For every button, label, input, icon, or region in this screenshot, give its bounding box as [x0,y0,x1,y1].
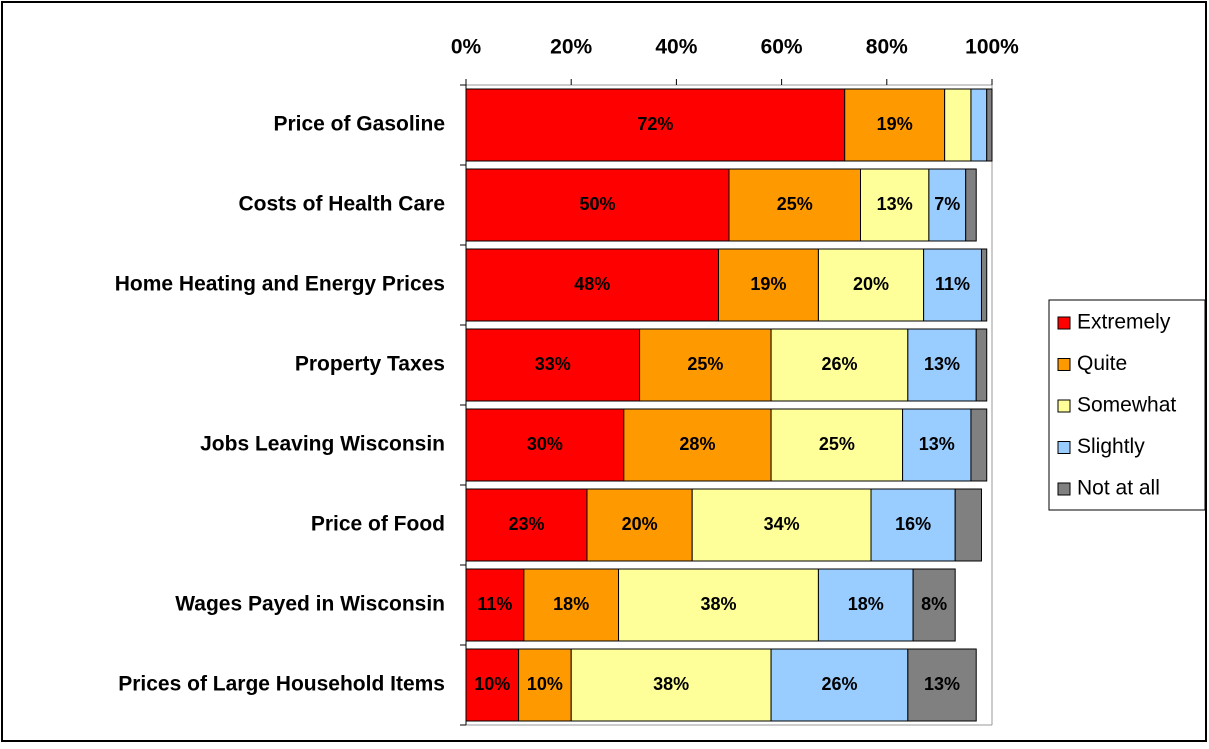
x-tick-label: 40% [655,36,697,59]
bar-segment [902,408,972,482]
bar-segment [870,488,956,562]
legend-label: Quite [1077,352,1127,375]
data-label: 18% [553,594,589,614]
data-label: 20% [622,514,658,534]
bar-segment [639,328,772,402]
bar-segment [465,168,730,242]
category-label: Prices of Large Household Items [118,673,445,696]
legend-label: Somewhat [1077,394,1176,417]
bar-segment [770,648,909,722]
x-tick-label: 60% [761,36,803,59]
data-label: 26% [821,354,857,374]
bar-segment [465,248,719,322]
bar-segment [570,648,772,722]
data-label: 23% [508,514,544,534]
bar-segment [518,648,572,722]
data-label: 25% [819,434,855,454]
bar-segment [618,568,819,642]
legend-swatch [1057,358,1071,371]
bar-segment [691,488,872,562]
category-label: Wages Payed in Wisconsin [175,593,445,616]
category-label: Costs of Health Care [238,193,445,216]
bar-segment [970,88,988,162]
data-label: 8% [921,594,947,614]
data-label: 11% [477,594,512,614]
data-label: 16% [895,514,931,534]
bar-segment [970,408,988,482]
category-label: Home Heating and Energy Prices [115,273,445,296]
data-label: 13% [924,674,960,694]
bar-segment [965,168,977,242]
bar-segment [907,648,977,722]
legend-swatch [1057,399,1071,413]
bar-segment [817,568,914,642]
bar-segment [923,248,982,322]
data-label: 33% [535,354,571,374]
legend-box [1048,299,1206,511]
x-tick-label: 100% [965,36,1019,59]
bar-segment [980,248,988,322]
bar-segment [975,328,988,402]
bar-segment [770,328,909,402]
data-label: 50% [579,194,615,214]
category-label: Property Taxes [295,353,445,376]
data-label: 38% [700,594,736,614]
bar-segment [944,88,972,162]
data-label: 72% [637,114,673,134]
data-label: 25% [687,354,723,374]
bar-segment [954,488,982,562]
legend-label: Extremely [1077,311,1171,334]
bar-segment [907,328,977,402]
bar-segment [465,488,588,562]
bar-segment [912,568,956,642]
data-label: 10% [527,674,563,694]
legend-swatch [1057,482,1071,496]
category-label: Price of Gasoline [273,113,445,136]
bar-segment [817,248,925,322]
category-label: Jobs Leaving Wisconsin [200,433,445,456]
bar-segment [770,408,904,482]
data-label: 26% [821,674,857,694]
bar-segment [986,88,993,162]
category-label: Price of Food [311,513,445,536]
x-tick-label: 0% [451,36,482,59]
data-label: 13% [877,194,913,214]
legend-label: Not at all [1077,477,1160,500]
data-label: 30% [527,434,563,454]
data-label: 28% [679,434,715,454]
bar-segment [717,248,819,322]
data-label: 10% [474,674,510,694]
data-label: 7% [934,194,960,214]
bar-segment [860,168,930,242]
legend-label: Slightly [1077,435,1145,458]
data-label: 11% [935,274,970,294]
bar-segment [465,408,625,482]
bar-segment [728,168,861,242]
data-label: 13% [919,434,955,454]
data-label: 18% [848,594,884,614]
data-label: 19% [877,114,913,134]
legend-swatch [1057,316,1071,330]
data-label: 34% [764,514,800,534]
x-tick-label: 80% [866,36,908,59]
x-tick-label: 20% [550,36,592,59]
data-label: 25% [777,194,813,214]
bar-segment [523,568,620,642]
legend-swatch [1057,441,1071,454]
bar-segment [623,408,772,482]
bar-segment [844,88,946,162]
data-label: 38% [653,674,689,694]
data-label: 48% [574,274,610,294]
data-label: 20% [853,274,889,294]
data-label: 13% [924,354,960,374]
data-label: 19% [750,274,786,294]
